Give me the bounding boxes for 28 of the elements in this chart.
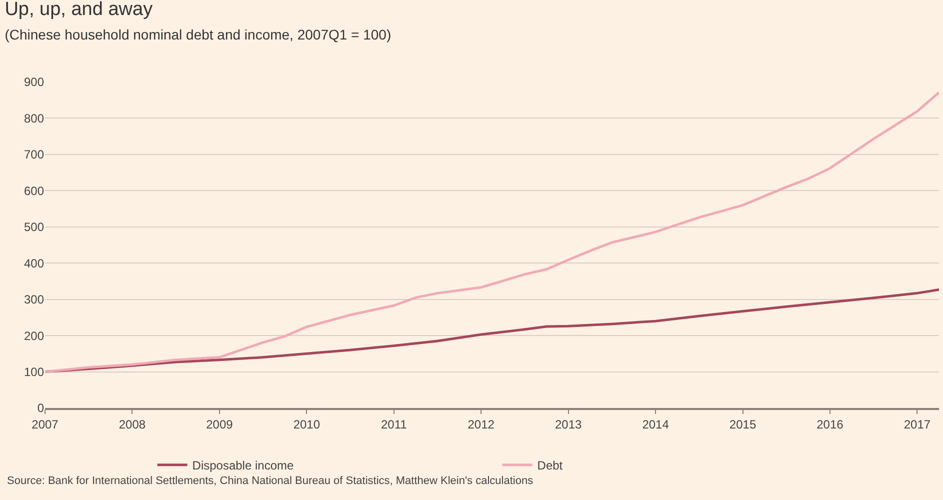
y-tick-label: 800: [24, 111, 44, 126]
chart-subtitle: (Chinese household nominal debt and income, 2007Q1 = 100): [4, 26, 392, 43]
x-tick-label: 2013: [554, 417, 582, 432]
y-tick-label: 600: [24, 184, 44, 198]
y-tick-label: 200: [24, 328, 44, 343]
x-tick-label: 2017: [904, 417, 931, 432]
x-tick-label: 2009: [206, 417, 234, 432]
legend-label: Disposable income: [192, 458, 294, 473]
y-tick-label: 500: [24, 220, 44, 234]
x-tick-label: 2007: [32, 417, 59, 432]
x-tick-label: 2016: [816, 417, 844, 432]
line-series: [45, 288, 939, 374]
y-tick-label: 900: [24, 75, 44, 90]
chart-title: Up, up, and away: [4, 0, 154, 20]
x-tick-label: 2014: [642, 417, 670, 432]
line-series: [45, 91, 939, 374]
y-tick-label: 400: [24, 256, 44, 270]
y-tick-label: 700: [24, 148, 44, 162]
x-tick-label: 2012: [468, 417, 495, 432]
y-tick-label: 300: [24, 292, 44, 307]
source-note: Source: Bank for International Settlements, China National Bureau of Statistics, Matthew Klein's calculations: [7, 475, 534, 487]
x-tick-label: 2015: [729, 417, 756, 432]
x-tick-label: 2011: [380, 417, 408, 432]
y-tick-label: 0: [37, 401, 44, 416]
x-tick-label: 2010: [293, 417, 320, 432]
y-tick-label: 100: [24, 364, 44, 379]
x-tick-label: 2008: [118, 417, 146, 432]
legend-label: Debt: [537, 458, 564, 473]
